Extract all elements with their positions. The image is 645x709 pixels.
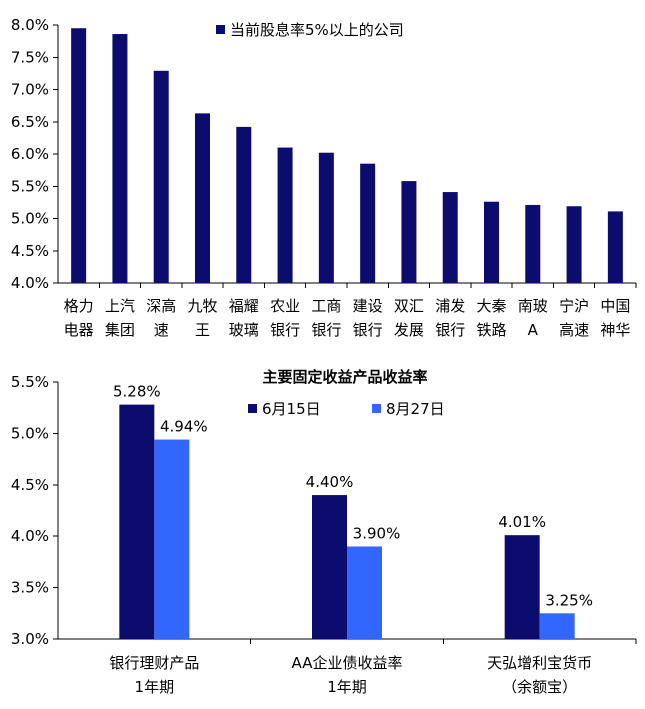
category-label: 南玻 [518,297,548,315]
category-label: 王 [195,321,210,339]
y-tick-label: 4.0% [11,274,49,292]
bar [360,163,376,283]
category-label: 工商 [311,297,341,315]
category-label: 银行 [435,321,465,339]
category-label: 深高 [146,297,176,315]
category-label: 双汇 [394,297,424,315]
category-label: 高速 [559,321,589,339]
legend-swatch-series-1 [248,404,257,413]
legend-swatch [216,25,225,34]
category-label: 银行 [353,321,383,339]
y-tick-label: 5.5% [11,177,49,195]
category-label: 银行理财产品 [109,654,199,672]
category-label: 福耀 [229,297,259,315]
bar [236,126,252,283]
bar [566,206,582,283]
bar [277,147,293,283]
y-tick-label: 5.5% [11,373,49,391]
legend-label-series-1: 6月15日 [262,400,321,418]
bar [484,201,499,283]
y-tick-label: 6.5% [11,113,49,131]
bar-series-1 [504,535,540,639]
legend-label-series-2: 8月27日 [386,400,445,418]
category-label: 大秦 [476,297,506,315]
legend-swatch-series-2 [372,404,381,413]
data-label: 4.40% [306,473,354,491]
bar [153,70,169,283]
category-label: A [528,321,539,339]
data-label: 4.94% [160,418,208,436]
category-label: 格力 [64,297,94,315]
bar-series-1 [119,404,155,639]
y-tick-label: 6.0% [11,145,49,163]
y-tick-label: 5.0% [11,210,49,228]
category-label: 1年期 [327,678,367,696]
y-tick-label: 4.5% [11,476,49,494]
data-label: 3.25% [545,591,593,609]
category-label: 建设 [353,297,383,315]
category-label: 中国 [600,297,630,315]
category-label: 九牧 [187,297,217,315]
category-label: （余额宝） [502,678,577,696]
bar [442,192,458,283]
bar-series-2 [347,546,382,639]
category-label: 上汽 [105,297,135,315]
chart-title: 主要固定收益产品收益率 [262,368,427,386]
y-tick-label: 7.0% [11,81,49,99]
category-label: 农业 [270,297,300,315]
category-label: 宁沪 [559,297,589,315]
bar [71,28,87,283]
dividend-yield-bar-chart: 当前股息率5%以上的公司 4.0% 4.5% 5.0% 5.5% 6.0% 6.5% 7.0… [11,16,637,339]
bar [318,152,334,283]
category-label: 1年期 [135,678,175,696]
category-label: 神华 [600,321,630,339]
legend-label: 当前股息率5%以上的公司 [230,21,404,39]
y-tick-label: 4.5% [11,242,49,260]
y-tick-label: 8.0% [11,16,49,34]
y-tick-label: 4.0% [11,527,49,545]
bar [607,211,623,283]
category-label: 玻璃 [229,321,259,339]
bar-series-1 [312,495,347,639]
category-label: 速 [154,321,169,339]
category-label: 电器 [64,321,94,339]
bar [525,204,541,283]
fixed-income-yield-bar-chart: 主要固定收益产品收益率 6月15日 8月27日 3.0% 3.5% 4.0% 4.5%… [11,368,637,696]
y-tick-label: 7.5% [11,48,49,66]
bar [112,34,128,283]
category-label: 天弘增利宝货币 [487,654,592,672]
data-label: 3.90% [353,524,401,542]
y-tick-label: 5.0% [11,424,49,442]
bar-series-2 [154,439,190,639]
category-label: 银行 [311,321,341,339]
bar [195,113,210,284]
data-label: 5.28% [113,383,161,401]
category-label: 银行 [270,321,300,339]
category-label: 浦发 [435,297,465,315]
bar-series-2 [539,613,575,639]
y-tick-label: 3.0% [11,630,49,648]
category-label: 集团 [105,321,135,339]
category-label: 发展 [394,321,424,339]
bar [401,181,417,283]
data-label: 4.01% [498,513,546,531]
category-label: AA企业债收益率 [292,654,403,672]
y-tick-label: 3.5% [11,579,49,597]
category-label: 铁路 [476,321,506,339]
